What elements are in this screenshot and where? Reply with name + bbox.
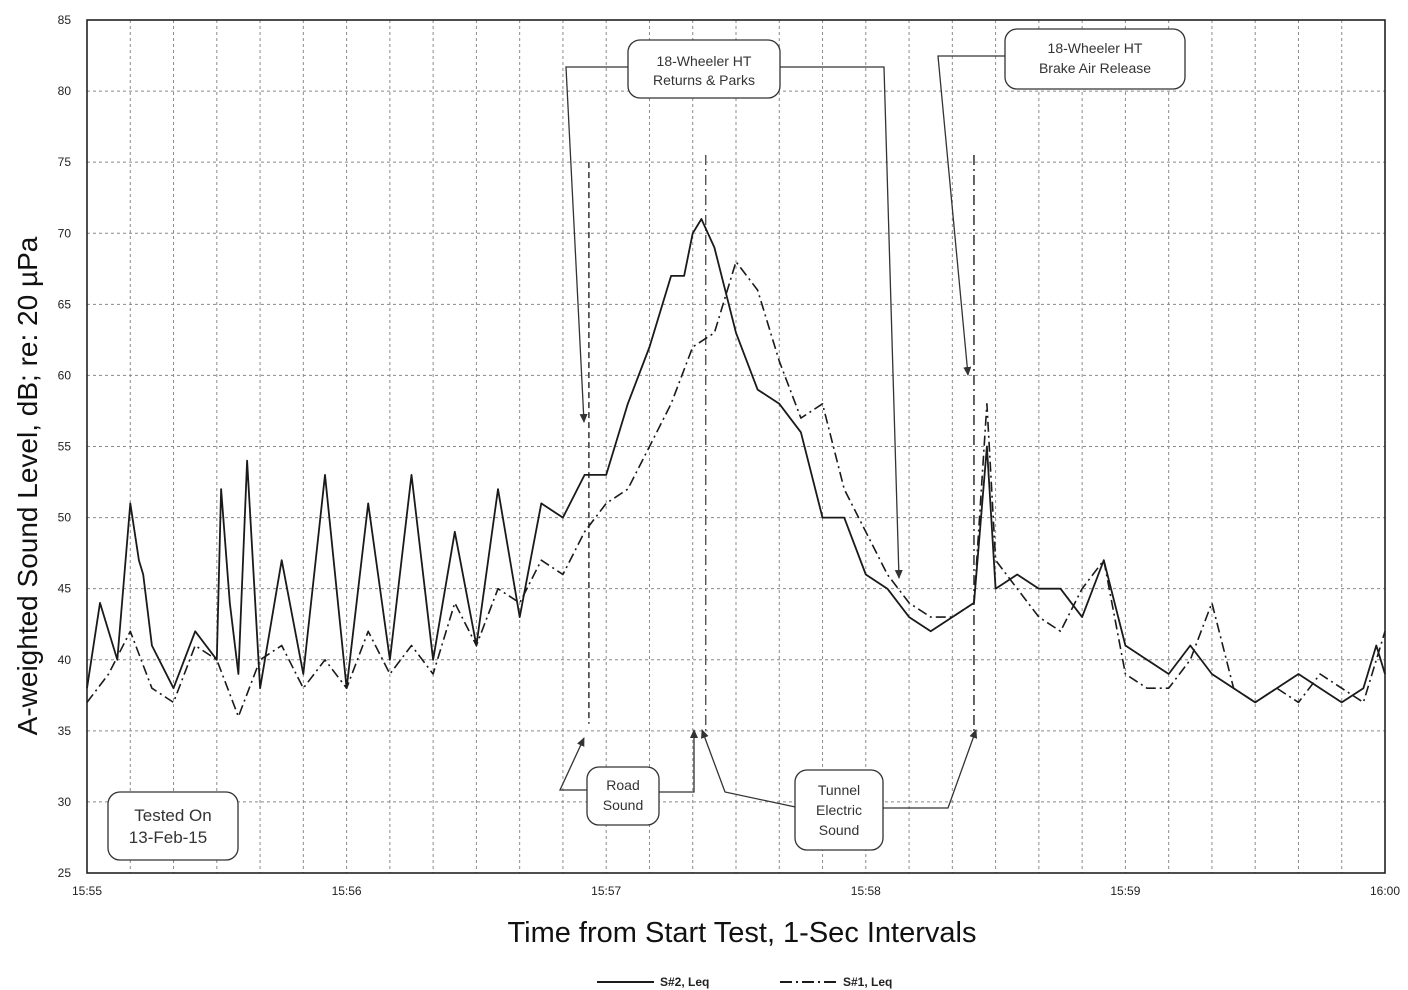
x-tick-label: 16:00 (1370, 884, 1400, 898)
legend: S#2, Leq S#1, Leq (597, 975, 892, 989)
annotation-text-road-sound: Sound (603, 797, 643, 813)
y-tick-label: 25 (58, 866, 72, 880)
y-tick-label: 80 (58, 84, 72, 98)
annotation-text-tested-on: 13-Feb-15 (129, 828, 207, 847)
y-tick-label: 30 (58, 795, 72, 809)
y-tick-label: 40 (58, 653, 72, 667)
arrow-tunnel-right (870, 729, 978, 809)
tick-labels: 25 30 35 40 45 50 55 60 65 70 75 80 85 15:55 15:56 15:5… (58, 13, 1401, 898)
annotation-text-tunnel-electric-sound: Tunnel (818, 782, 860, 798)
y-tick-label: 50 (58, 511, 72, 525)
annotation-box-brake-air-release (1004, 28, 1186, 90)
arrow-returns-right (780, 66, 903, 579)
series-group (86, 218, 1386, 718)
arrow-brake-release (937, 55, 1005, 376)
legend-label-s2: S#2, Leq (660, 975, 709, 989)
arrow-road-right (656, 729, 698, 793)
x-tick-label: 15:57 (591, 884, 621, 898)
legend-label-s1: S#1, Leq (843, 975, 892, 989)
annotation-boxes: 18-Wheeler HT Returns & Parks 18-Wheeler H… (107, 28, 1186, 861)
y-axis-title: A-weighted Sound Level, dB; re: 20 µPa (12, 236, 43, 735)
annotation-box-returns-parks (627, 39, 781, 99)
annotation-text-returns-parks: 18-Wheeler HT (657, 53, 752, 69)
y-tick-label: 55 (58, 440, 72, 454)
y-tick-label: 65 (58, 297, 72, 311)
event-marker-lines (588, 155, 975, 731)
annotation-text-tunnel-electric-sound: Electric (816, 802, 862, 818)
x-axis-title: Time from Start Test, 1-Sec Intervals (508, 917, 977, 949)
y-tick-label: 35 (58, 724, 72, 738)
annotation-box-road-sound (586, 766, 660, 826)
annotation-box-tested-on (107, 791, 239, 861)
y-tick-label: 60 (58, 368, 72, 382)
y-tick-label: 70 (58, 226, 72, 240)
arrow-road-left (558, 737, 590, 791)
x-tick-label: 15:58 (851, 884, 881, 898)
y-tick-label: 45 (58, 582, 72, 596)
arrow-returns-left (565, 66, 628, 423)
plot-area-border (86, 19, 1386, 874)
arrow-tunnel-left (701, 729, 801, 809)
annotation-text-road-sound: Road (606, 777, 639, 793)
annotation-text-brake-air-release: Brake Air Release (1039, 60, 1151, 76)
x-tick-label: 15:59 (1110, 884, 1140, 898)
y-tick-label: 75 (58, 155, 72, 169)
annotation-text-brake-air-release: 18-Wheeler HT (1048, 40, 1143, 56)
annotation-text-tunnel-electric-sound: Sound (819, 822, 859, 838)
annotation-text-returns-parks: Returns & Parks (653, 72, 755, 88)
y-tick-label: 85 (58, 13, 72, 27)
annotation-arrows (558, 55, 1005, 809)
series-line-s2-leq (86, 218, 1386, 704)
annotation-box-tunnel-electric-sound (794, 769, 884, 851)
annotation-text-tested-on: Tested On (134, 806, 212, 825)
x-tick-label: 15:55 (72, 884, 102, 898)
x-tick-label: 15:56 (332, 884, 362, 898)
